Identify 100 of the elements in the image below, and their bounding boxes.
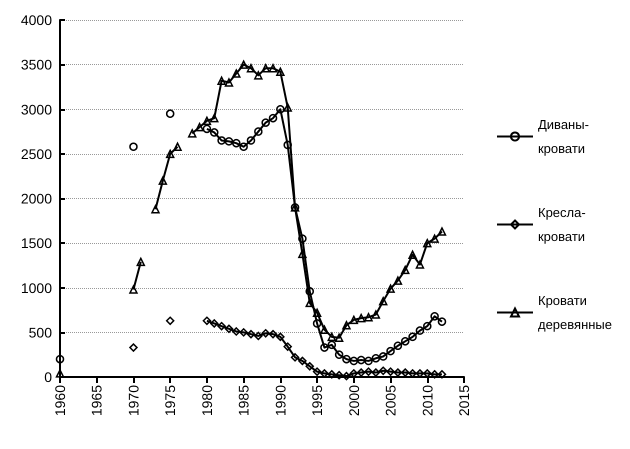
point	[350, 356, 358, 366]
point	[298, 356, 307, 366]
point	[202, 124, 212, 134]
point	[276, 68, 285, 76]
point	[350, 316, 358, 324]
point	[430, 234, 439, 243]
point	[394, 276, 402, 285]
point	[430, 312, 439, 321]
point	[188, 129, 196, 138]
point	[400, 368, 410, 377]
point	[166, 109, 174, 118]
point	[312, 319, 322, 328]
point	[394, 342, 402, 350]
point	[342, 320, 351, 330]
point	[386, 284, 395, 293]
point	[217, 136, 226, 145]
point	[195, 122, 204, 132]
point	[378, 352, 388, 361]
legend-label: Диваны-кровати	[538, 117, 589, 156]
point	[166, 150, 174, 158]
x-tick-label: 1970	[125, 384, 142, 416]
x-tick-label: 2000	[346, 384, 362, 416]
point	[364, 312, 373, 322]
point	[400, 266, 410, 274]
point	[268, 330, 278, 338]
point	[305, 362, 314, 371]
point	[224, 324, 234, 334]
x-tick-label: 2015	[456, 384, 472, 416]
point	[290, 353, 300, 362]
legend-label: Кровати деревянные	[538, 293, 612, 332]
y-tick-label: 4000	[20, 12, 52, 28]
point	[408, 250, 417, 259]
y-tick-label: 1000	[20, 280, 52, 296]
point	[298, 234, 307, 243]
point	[438, 370, 446, 379]
x-tick-label: 1965	[88, 384, 105, 416]
point	[372, 368, 380, 377]
point	[254, 127, 263, 136]
point	[305, 298, 314, 308]
point	[210, 114, 219, 122]
point	[268, 64, 278, 72]
point	[283, 103, 292, 112]
point	[173, 142, 182, 151]
point	[232, 69, 241, 78]
point	[320, 343, 329, 352]
point	[356, 314, 366, 322]
point	[224, 137, 234, 146]
point	[261, 64, 270, 72]
y-tick-label: 500	[28, 324, 52, 340]
point	[217, 76, 226, 85]
point	[239, 142, 248, 151]
x-tick-label: 1990	[272, 384, 288, 416]
point	[129, 285, 138, 294]
point	[378, 296, 388, 306]
point	[254, 332, 263, 340]
point	[283, 342, 292, 351]
point	[239, 60, 248, 69]
point	[202, 116, 212, 126]
point	[416, 326, 424, 335]
x-tick-label: 2005	[382, 384, 399, 416]
point	[408, 332, 417, 342]
y-tick-label: 3000	[20, 101, 52, 118]
point	[386, 346, 395, 356]
point	[151, 204, 160, 214]
point	[136, 258, 146, 266]
x-tick-label: 2010	[419, 384, 436, 416]
y-tick-label: 2500	[20, 146, 52, 162]
x-tick-label: 1995	[309, 384, 326, 416]
point	[400, 337, 410, 346]
point	[320, 325, 329, 334]
point	[356, 368, 366, 377]
y-tick-label: 3500	[20, 56, 52, 73]
point	[129, 343, 138, 352]
point	[210, 128, 219, 137]
point	[342, 354, 351, 364]
point	[283, 140, 292, 150]
point	[261, 118, 270, 127]
point	[372, 354, 380, 363]
y-tick-label: 0	[44, 369, 52, 385]
point	[268, 114, 278, 122]
point	[224, 78, 234, 87]
point	[386, 367, 395, 376]
y-tick-label: 2000	[20, 190, 52, 206]
point	[364, 367, 373, 376]
point	[423, 238, 432, 248]
y-tick-label: 1500	[20, 235, 52, 252]
point	[276, 105, 285, 114]
point	[166, 316, 174, 326]
point	[306, 287, 314, 296]
point	[312, 308, 322, 317]
point	[334, 350, 344, 359]
x-tick-label: 1975	[162, 384, 178, 416]
point	[328, 340, 336, 350]
point	[239, 328, 248, 337]
legend-label: Кресла-кровати	[538, 205, 586, 244]
point	[394, 368, 402, 377]
point	[56, 369, 64, 378]
point	[217, 322, 226, 330]
point	[334, 333, 344, 342]
point	[416, 260, 424, 269]
